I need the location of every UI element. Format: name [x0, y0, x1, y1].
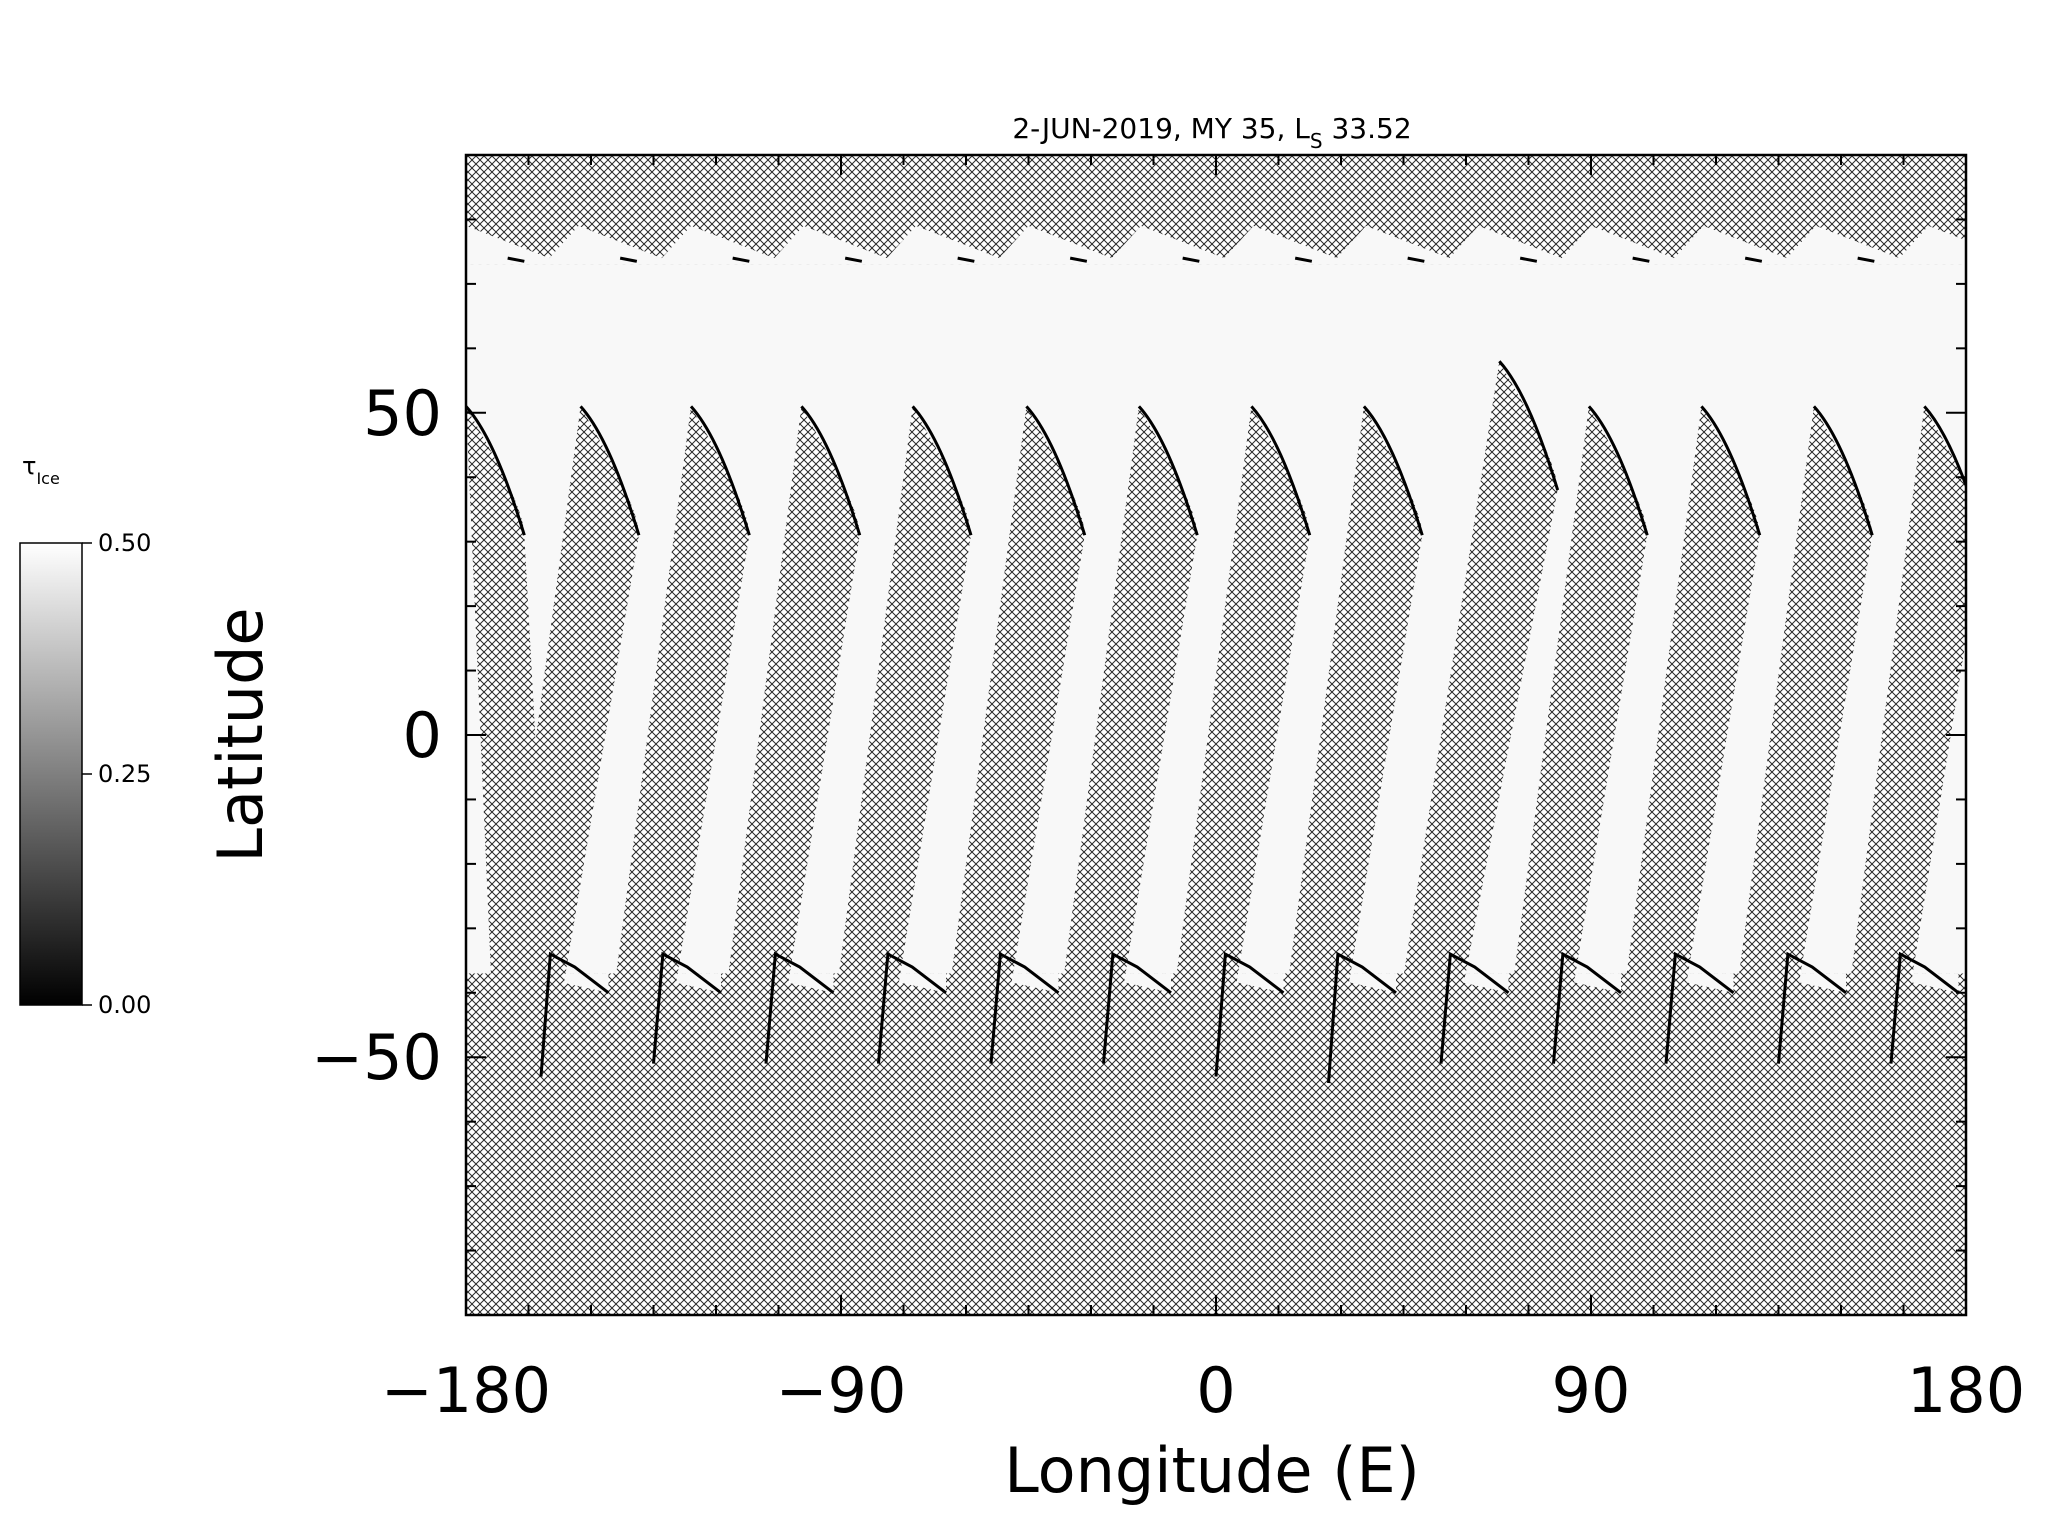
south-tooth-edge: [877, 951, 947, 1064]
x-tick-label: −90: [776, 1354, 907, 1427]
colorbar-gradient: [19, 542, 83, 1006]
title-suffix: 33.52: [1323, 112, 1412, 145]
north-cap-mark: [1182, 256, 1200, 263]
swath-top-edge: [1362, 405, 1424, 536]
chart-title: 2-JUN-2019, MY 35, LS 33.52: [1012, 112, 1411, 153]
north-cap-mark: [1857, 256, 1875, 263]
swath-top-edge: [1812, 405, 1874, 536]
swath-edge-layer: [466, 256, 1966, 1084]
x-tick-label: 90: [1552, 1354, 1631, 1427]
y-tick-label: −50: [311, 1021, 442, 1094]
hatched-swath: [1501, 406, 1648, 1071]
north-cap-mark: [1519, 256, 1538, 263]
north-cap-mark: [1632, 256, 1650, 263]
hatched-swath: [1388, 361, 1558, 1071]
south-tooth-edge: [1777, 951, 1847, 1064]
colorbar-ticks: 0.00 0.25 0.50: [82, 529, 151, 1019]
swath-top-edge: [800, 405, 862, 536]
north-cap-mark: [732, 256, 750, 263]
colorbar-label: τIce: [22, 452, 60, 488]
hatched-swath: [938, 406, 1085, 1071]
south-tooth-edge: [1552, 951, 1622, 1064]
swath-top-edge: [1250, 405, 1312, 536]
north-cap-mark: [507, 256, 525, 263]
south-tooth-edge: [652, 951, 722, 1064]
south-tooth-edge: [1439, 951, 1510, 1064]
north-cap-mark: [1294, 256, 1313, 263]
north-cap-mark: [1069, 256, 1088, 263]
swath-top-edge: [579, 405, 641, 536]
north-cap-edge-fill: [466, 225, 1966, 265]
x-axis-label: Longitude (E): [1004, 1434, 1420, 1507]
hatched-swath: [603, 406, 750, 1071]
swath-top-edge: [466, 405, 526, 536]
north-cap-mark: [844, 256, 863, 263]
x-axis-ticks: −180 −90 0 90 180: [381, 155, 2025, 1427]
colorbar-tick-label: 0.50: [98, 529, 151, 557]
north-cap-mark: [1407, 256, 1425, 263]
south-tooth-edge: [1889, 951, 1960, 1064]
south-tooth-edge: [1214, 951, 1285, 1077]
swath-top-edge: [689, 405, 751, 536]
hatched-swath: [716, 406, 860, 1071]
hatched-swath: [1838, 406, 1966, 1071]
north-cap-mark: [957, 256, 975, 263]
south-tooth-edge: [1102, 951, 1172, 1064]
colorbar-tick-label: 0.25: [98, 760, 151, 788]
colorbar: τIce 0.00 0.25 0.50: [19, 452, 151, 1019]
swath-top-edge: [911, 405, 973, 536]
swath-top-edge: [1587, 405, 1649, 536]
x-tick-label: 0: [1196, 1354, 1235, 1427]
y-axis-label: Latitude: [204, 607, 277, 862]
hatched-swath: [1051, 406, 1198, 1071]
colorbar-label-subscript: Ice: [36, 469, 59, 488]
x-tick-label: −180: [381, 1354, 551, 1427]
swath-layer: [466, 361, 1966, 1071]
y-tick-label: 50: [363, 377, 442, 450]
hatched-swath: [491, 406, 639, 1071]
title-subscript: S: [1310, 129, 1323, 153]
swath-top-edge: [1137, 405, 1199, 536]
y-axis-ticks: −50 0 50: [311, 218, 1966, 1252]
north-cap-mark: [1744, 256, 1763, 263]
colorbar-tick-label: 0.00: [98, 991, 151, 1019]
south-tooth-edge: [764, 951, 835, 1064]
south-tooth-edge: [989, 951, 1060, 1064]
hatched-swath: [826, 406, 971, 1071]
swath-top-edge: [1700, 405, 1762, 536]
north-cap-mark: [619, 256, 638, 263]
south-tooth-edge: [1664, 951, 1735, 1064]
swath-top-edge: [1923, 405, 1966, 490]
hatched-swath: [1613, 406, 1760, 1071]
hatched-swath: [1163, 406, 1310, 1071]
swath-top-edge: [1498, 360, 1560, 491]
y-tick-label: 0: [403, 699, 442, 772]
south-tooth-edge: [1327, 951, 1397, 1084]
x-tick-label: 180: [1907, 1354, 2025, 1427]
hatched-swath: [1726, 406, 1873, 1071]
hatched-swath: [1276, 406, 1423, 1071]
south-tooth-edge: [539, 951, 610, 1077]
swath-top-edge: [1025, 405, 1087, 536]
plot-area: [466, 155, 1966, 1315]
